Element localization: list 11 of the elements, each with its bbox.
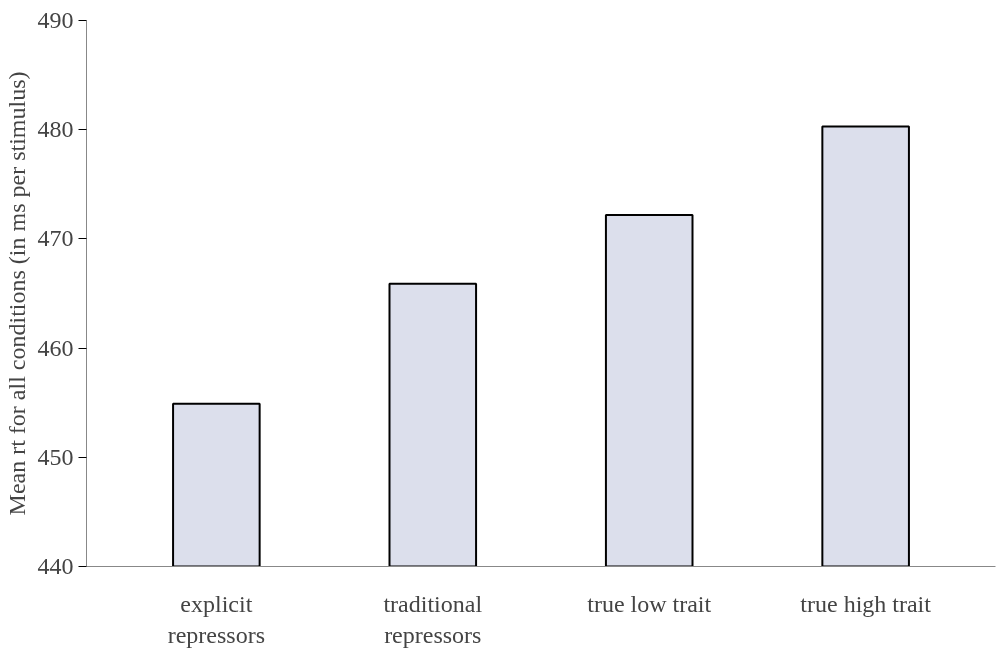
x-tick-label: explicit repressors [167,590,266,648]
y-tick-label: 440 [37,553,74,579]
y-tick-label: 450 [37,443,74,470]
y-axis-title: Mean rt for all conditions (in ms per stimulus) [3,71,30,516]
x-tick-label: traditional repressors [383,590,483,648]
y-tick-label: 480 [37,116,74,143]
x-tick-label: true high trait [800,590,932,617]
x-tick-label: true low trait [587,590,712,617]
y-tick-label: 490 [37,7,74,33]
y-tick-label: 460 [37,334,74,361]
y-tick-label: 470 [37,225,74,252]
